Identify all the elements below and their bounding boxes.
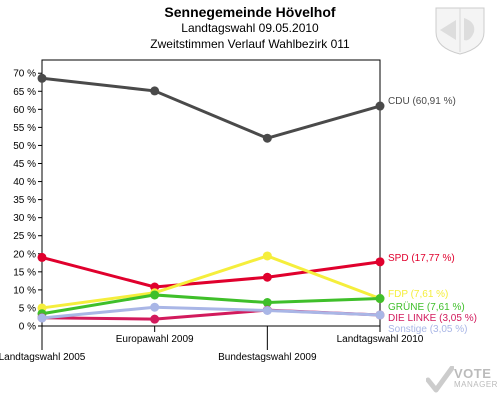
series-line-gr-ne (41, 293, 381, 316)
y-tick-label: 55 % (13, 123, 36, 134)
data-point-spd (37, 252, 47, 262)
series-end-label-gr-ne: GRÜNE (7,61 %) (388, 301, 465, 313)
y-tick-label: 65 % (13, 87, 36, 98)
data-point-sonstige (375, 310, 385, 320)
votemanager-logo: VOTE MANAGER (424, 364, 500, 400)
brand-subtitle: MANAGER (454, 380, 498, 389)
data-point-cdu (262, 133, 272, 143)
series-line-cdu (41, 76, 381, 140)
data-point-fdp (262, 251, 272, 261)
series-end-label-die-linke: DIE LINKE (3,05 %) (388, 313, 477, 324)
series-end-label-spd: SPD (17,77 %) (388, 253, 455, 264)
series-line-sonstige (41, 305, 381, 320)
series-end-label-cdu: CDU (60,91 %) (388, 96, 456, 107)
x-tick-label: Landtagswahl 2010 (337, 334, 424, 345)
y-tick-label: 15 % (13, 267, 36, 278)
data-point-cdu (150, 86, 160, 96)
y-tick-label: 45 % (13, 159, 36, 170)
series-line-fdp (41, 254, 381, 310)
data-point-sonstige (37, 313, 47, 323)
data-point-cdu (375, 101, 385, 111)
data-point-gr-ne (262, 298, 272, 308)
data-point-gr-ne (150, 290, 160, 300)
data-point-cdu (37, 73, 47, 83)
brand-name: VOTE (454, 366, 492, 381)
chart-title: Sennegemeinde Hövelhof (164, 4, 336, 20)
series-end-label-sonstige: Sonstige (3,05 %) (388, 324, 468, 335)
y-tick-label: 50 % (13, 141, 36, 152)
y-tick-label: 40 % (13, 177, 36, 188)
plot-frame (41, 59, 381, 327)
x-tick-label: Landtagswahl 2005 (0, 352, 86, 363)
coat-of-arms-logo (430, 4, 490, 61)
y-tick-label: 30 % (13, 213, 36, 224)
data-point-gr-ne (375, 294, 385, 304)
y-tick-label: 70 % (13, 69, 36, 80)
y-tick-label: 5 % (19, 303, 36, 314)
chart-subtitle-district: Zweitstimmen Verlauf Wahlbezirk 011 (150, 37, 350, 51)
chart-subtitle-election: Landtagswahl 09.05.2010 (181, 21, 319, 35)
series-end-label-fdp: FDP (7,61 %) (388, 289, 448, 300)
y-tick-label: 35 % (13, 195, 36, 206)
y-tick-label: 20 % (13, 249, 36, 260)
y-tick-label: 25 % (13, 231, 36, 242)
vote-check-icon (426, 366, 454, 393)
series-line-spd (41, 255, 381, 289)
x-tick-label: Bundestagswahl 2009 (218, 352, 317, 363)
data-point-sonstige (150, 302, 160, 312)
data-point-die-linke (150, 314, 160, 324)
y-tick-label: 0 % (19, 322, 36, 333)
data-point-spd (375, 257, 385, 267)
x-tick-label: Europawahl 2009 (116, 334, 194, 345)
y-tick-label: 10 % (13, 285, 36, 296)
data-point-sonstige (262, 305, 272, 315)
y-tick-label: 60 % (13, 105, 36, 116)
data-point-spd (262, 272, 272, 282)
